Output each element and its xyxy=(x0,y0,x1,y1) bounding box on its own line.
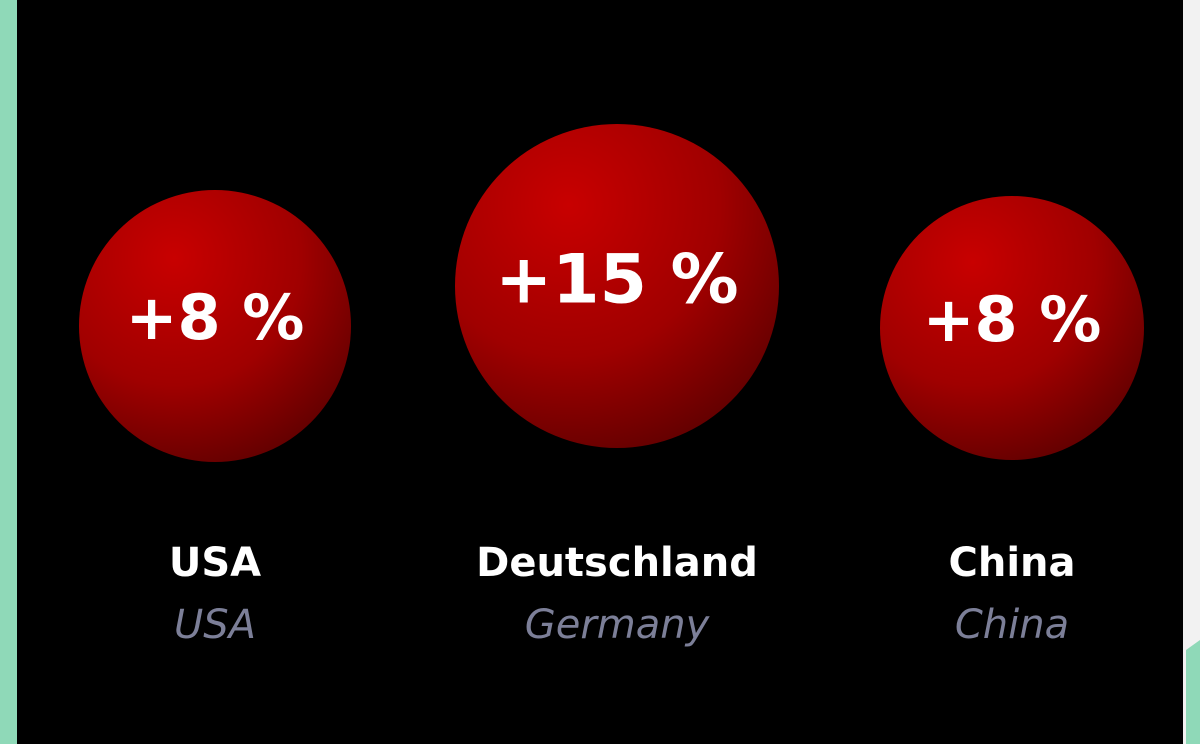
country-name: USA xyxy=(169,540,261,586)
country-name: Deutschland xyxy=(476,540,758,586)
country-translation: USA xyxy=(174,602,256,648)
country-name: China xyxy=(948,540,1075,586)
country-translation: Germany xyxy=(525,602,711,648)
bubble xyxy=(455,124,779,448)
country-translation: China xyxy=(955,602,1069,648)
right-border xyxy=(1183,0,1200,744)
bubble-value: +8 % xyxy=(126,281,305,354)
bubble-value: +15 % xyxy=(495,241,738,320)
bubble xyxy=(79,190,351,462)
left-border xyxy=(0,0,17,744)
bubble xyxy=(880,196,1144,460)
corner-accent xyxy=(1186,640,1200,744)
bubble-value: +8 % xyxy=(923,283,1102,356)
